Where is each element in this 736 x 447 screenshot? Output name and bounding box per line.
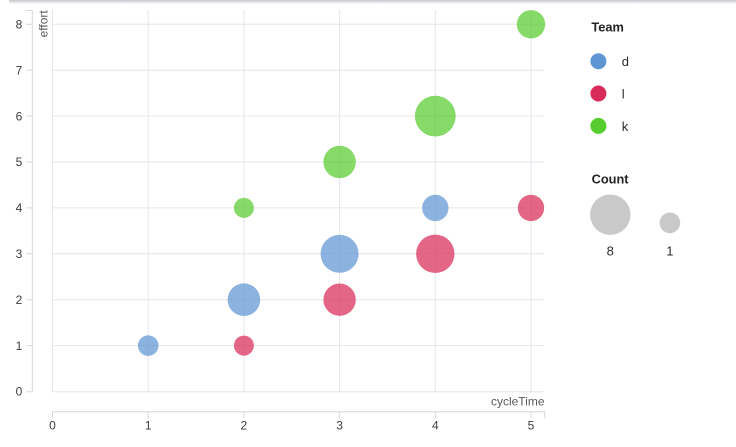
svg-text:cycleTime: cycleTime	[491, 395, 545, 409]
svg-text:8: 8	[607, 243, 614, 258]
svg-text:6: 6	[16, 109, 23, 123]
svg-text:d: d	[622, 54, 629, 69]
svg-text:effort: effort	[37, 10, 51, 38]
svg-text:7: 7	[16, 63, 23, 77]
svg-text:1: 1	[145, 419, 152, 433]
svg-text:l: l	[622, 86, 625, 101]
svg-text:k: k	[622, 119, 629, 134]
svg-text:1: 1	[666, 243, 673, 258]
svg-text:8: 8	[16, 18, 23, 32]
svg-text:Team: Team	[591, 20, 623, 35]
svg-text:3: 3	[16, 247, 23, 261]
svg-text:4: 4	[432, 419, 439, 433]
svg-text:2: 2	[241, 419, 248, 433]
svg-text:Count: Count	[592, 172, 630, 187]
svg-text:0: 0	[16, 385, 23, 399]
svg-text:2: 2	[16, 293, 23, 307]
svg-text:1: 1	[16, 339, 23, 353]
svg-text:5: 5	[528, 419, 535, 433]
svg-text:5: 5	[16, 155, 23, 169]
svg-text:3: 3	[336, 419, 343, 433]
svg-text:4: 4	[16, 201, 23, 215]
svg-text:0: 0	[49, 419, 56, 433]
